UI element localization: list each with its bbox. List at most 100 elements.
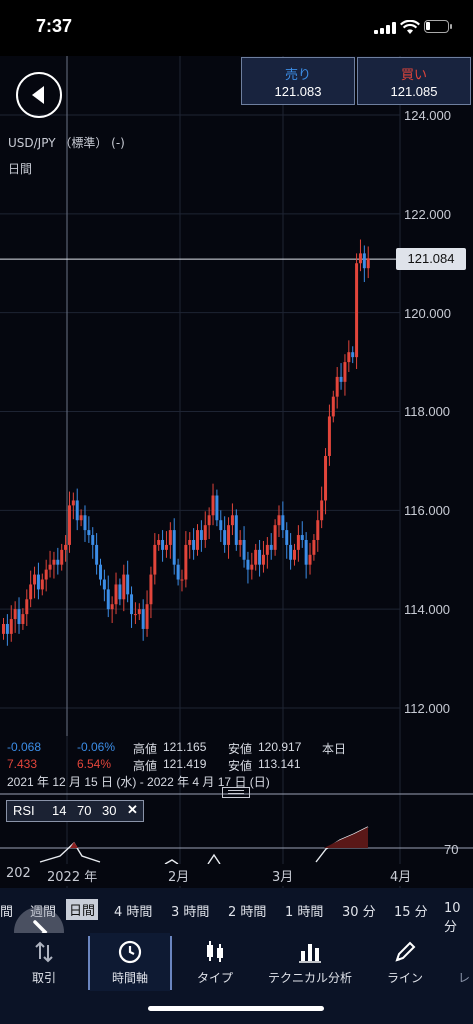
back-arrow-icon (32, 86, 44, 104)
y-tick-label: 122.000 (404, 207, 451, 222)
candlestick-icon (207, 941, 223, 962)
candlestick-plot[interactable] (0, 56, 473, 888)
candle-body (324, 455, 328, 501)
candle-body (316, 520, 320, 540)
status-bar: 7:37 (0, 0, 473, 56)
date-tick: 2022 年 (47, 870, 98, 885)
rsi-line (39, 841, 101, 863)
tab-timeaxis-label: 時間軸 (111, 971, 148, 985)
back-button[interactable] (16, 72, 62, 118)
candle-body (145, 604, 149, 629)
status-time: 7:37 (36, 16, 73, 36)
price-chart[interactable] (0, 56, 473, 888)
candle-body (17, 609, 21, 624)
timeframe-3h[interactable]: 3 時間 (171, 905, 210, 920)
candle-body (87, 530, 91, 536)
rsi-overbought-fill (70, 842, 78, 848)
candle-body (176, 564, 180, 580)
bar-chart-icon (299, 944, 321, 963)
sell-price: 121.083 (274, 84, 322, 99)
y-tick-label: 118.000 (404, 404, 451, 419)
candle-body (215, 495, 219, 521)
candle-body (64, 544, 68, 550)
candle-body (122, 574, 126, 600)
timeframe-1h[interactable]: 1 時間 (285, 905, 324, 920)
battery-icon (424, 20, 452, 33)
timeframe-30m[interactable]: 30 分 (342, 905, 376, 920)
buy-button[interactable]: 買い 121.085 (357, 57, 471, 105)
toolbar-divider (170, 936, 172, 990)
candle-body (355, 263, 359, 358)
timeframe-weekly[interactable]: 週間 (30, 905, 57, 920)
range-high: 121.419 (163, 757, 207, 771)
tab-trade[interactable]: 取引 (0, 933, 88, 991)
pencil-icon (395, 941, 416, 962)
today-high-label: 高値 (133, 742, 158, 756)
candle-body (29, 584, 33, 600)
candle-body (36, 574, 40, 590)
candle-body (133, 614, 137, 616)
sell-button[interactable]: 売り 121.083 (241, 57, 355, 105)
candle-body (91, 535, 95, 545)
tab-technical-label: テクニカル分析 (267, 971, 352, 985)
candle-body (308, 554, 312, 565)
candle-body (95, 544, 99, 565)
tab-type-label: タイプ (196, 971, 233, 985)
candle-body (207, 515, 211, 526)
date-range: 2021 年 12 月 15 日 (水) - 2022 年 4 月 17 日 (… (7, 775, 270, 789)
timeframe-4h[interactable]: 4 時間 (114, 905, 153, 920)
candle-body (25, 599, 29, 615)
candle-body (320, 500, 324, 521)
candle-body (289, 544, 293, 560)
y-tick-label: 124.000 (404, 108, 451, 123)
tab-technical[interactable]: テクニカル分析 (260, 933, 360, 991)
rsi-indicator-chip[interactable]: RSI 14 70 30 ✕ (6, 800, 144, 822)
candle-body (258, 549, 262, 565)
tab-type[interactable]: タイプ (172, 933, 258, 991)
candle-body (21, 614, 25, 624)
change-value: -0.068 (7, 740, 42, 754)
date-tick: 3月 (272, 870, 294, 885)
candle-body (40, 579, 44, 590)
buy-price: 121.085 (390, 84, 438, 99)
candle-body (153, 544, 157, 575)
tab-more[interactable]: レ (450, 933, 473, 991)
candle-body (60, 549, 64, 565)
timeframe-15m[interactable]: 15 分 (394, 905, 428, 920)
tab-line-label: ライン (386, 971, 423, 985)
timeframe-2h[interactable]: 2 時間 (228, 905, 267, 920)
candle-body (56, 559, 60, 565)
date-tick: 202 (6, 866, 31, 881)
candle-body (52, 559, 56, 565)
current-price-badge: 121.084 (396, 248, 466, 270)
candle-body (339, 376, 343, 382)
pane-resize-handle[interactable] (222, 787, 250, 798)
range-change: 7.433 (7, 757, 38, 771)
timeframe-daily[interactable]: 日間 (66, 899, 99, 920)
close-icon[interactable]: ✕ (127, 802, 138, 817)
candle-body (130, 594, 134, 615)
candle-body (285, 530, 289, 545)
candle-body (9, 619, 13, 634)
candle-body (141, 609, 145, 629)
candle-body (203, 525, 207, 540)
timeframe-10m[interactable]: 10 分 (444, 901, 461, 935)
candle-body (44, 569, 48, 580)
candle-body (99, 564, 102, 580)
candle-body (234, 515, 238, 545)
bottom-toolbar: 取引 時間軸 タイプ テクニカル分析 ライン レ (0, 933, 473, 991)
home-indicator (148, 1006, 324, 1011)
range-change-percent: 6.54% (77, 757, 112, 771)
date-tick: 4月 (390, 870, 412, 885)
candle-body (172, 530, 176, 565)
candle-body (327, 416, 331, 456)
timeframe-option[interactable]: 間 (0, 905, 14, 920)
tab-timeaxis[interactable]: 時間軸 (90, 933, 170, 991)
candle-body (180, 579, 184, 581)
date-tick: 2月 (168, 870, 190, 885)
candle-body (211, 495, 215, 516)
candle-body (293, 549, 296, 560)
candle-body (362, 253, 366, 269)
rsi-label: RSI (13, 803, 35, 818)
tab-line[interactable]: ライン (362, 933, 448, 991)
